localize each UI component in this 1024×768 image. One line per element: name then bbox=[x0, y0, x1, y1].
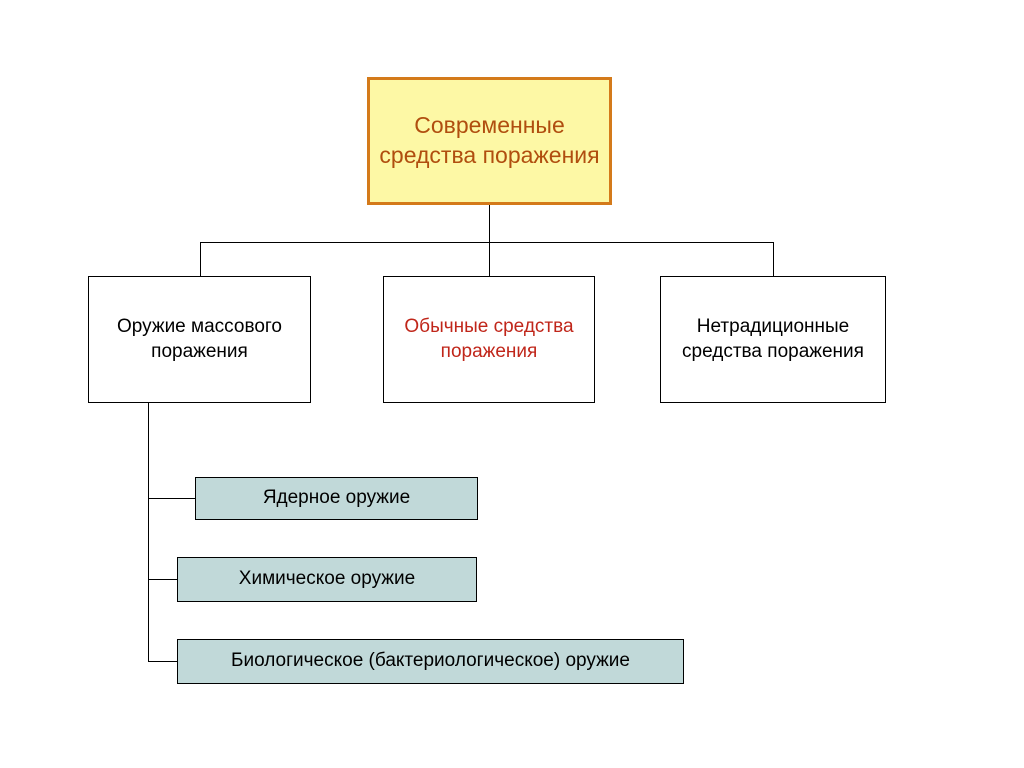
leaf-node-2: Химическое оружие bbox=[177, 557, 477, 602]
leaf-label: Химическое оружие bbox=[239, 567, 415, 592]
connector-root-to-bus bbox=[489, 205, 490, 242]
branch-label: Нетрадиционные средства поражения bbox=[661, 315, 885, 364]
leaf-node-1: Ядерное оружие bbox=[195, 477, 478, 520]
connector-to-leaf3 bbox=[148, 661, 177, 662]
branch-node-2: Обычные средства поражения bbox=[383, 276, 595, 403]
root-node: Современные средства поражения bbox=[367, 77, 612, 205]
branch-node-1: Оружие массового поражения bbox=[88, 276, 311, 403]
branch-label: Обычные средства поражения bbox=[384, 315, 594, 364]
leaf-label: Биологическое (бактериологическое) оружи… bbox=[231, 649, 630, 674]
connector-branch1-down bbox=[148, 403, 149, 661]
connector-bus-to-branch2 bbox=[489, 242, 490, 276]
branch-label: Оружие массового поражения bbox=[89, 315, 310, 364]
connector-bus-to-branch1 bbox=[200, 242, 201, 276]
connector-bus-horizontal bbox=[200, 242, 773, 243]
leaf-label: Ядерное оружие bbox=[263, 486, 410, 511]
branch-node-3: Нетрадиционные средства поражения bbox=[660, 276, 886, 403]
root-label: Современные средства поражения bbox=[370, 111, 609, 171]
connector-bus-to-branch3 bbox=[773, 242, 774, 276]
leaf-node-3: Биологическое (бактериологическое) оружи… bbox=[177, 639, 684, 684]
connector-to-leaf1 bbox=[148, 498, 195, 499]
connector-to-leaf2 bbox=[148, 579, 177, 580]
